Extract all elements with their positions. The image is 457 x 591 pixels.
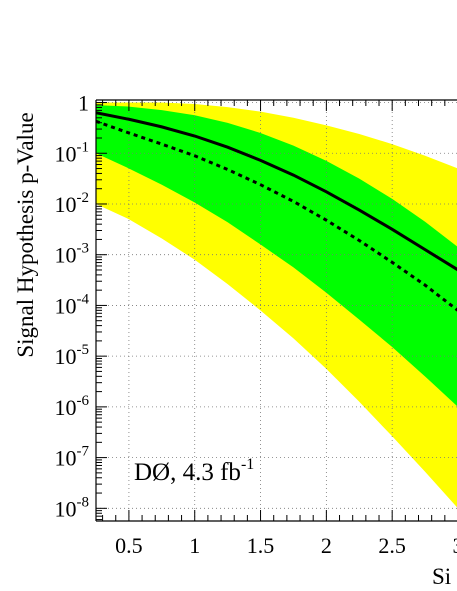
dotted-line: [96, 119, 457, 312]
y-tick-base: 10: [55, 293, 77, 318]
y-tick-exponent: -2: [77, 190, 90, 206]
y-tick-label: 10-3: [55, 241, 90, 268]
y-tick-exponent: -1: [77, 139, 90, 155]
x-tick-label: 3: [453, 533, 457, 558]
y-tick-base: 10: [55, 446, 77, 471]
y-tick-label: 1: [78, 91, 89, 116]
band-1sigma: [96, 105, 457, 406]
y-tick-label: 10-2: [55, 190, 90, 217]
y-tick-base: 10: [55, 141, 77, 166]
tick-labels: 0.511.522.53110-110-210-310-410-510-610-…: [55, 91, 457, 558]
uncertainty-bands: [96, 102, 457, 508]
annotation-main: DØ, 4.3 fb: [134, 459, 241, 486]
x-tick-label: 1.5: [247, 533, 275, 558]
y-tick-base: 1: [78, 91, 89, 116]
y-tick-exponent: -8: [77, 494, 90, 510]
axis-ticks: [96, 100, 446, 521]
y-tick-exponent: -5: [77, 342, 90, 358]
y-tick-label: 10-4: [55, 291, 90, 318]
x-axis-title-fragment: Si: [432, 564, 451, 589]
x-tick-label: 2: [321, 533, 332, 558]
y-tick-label: 10-6: [55, 393, 90, 420]
y-axis-title: Signal Hypothesis p-Value: [13, 112, 38, 357]
y-tick-exponent: -6: [77, 393, 90, 409]
y-tick-base: 10: [55, 496, 77, 521]
y-tick-label: 10-8: [55, 494, 90, 521]
y-tick-exponent: -7: [77, 444, 90, 460]
expectation-curves: [96, 111, 457, 312]
x-tick-label: 0.5: [115, 533, 143, 558]
y-tick-label: 10-7: [55, 444, 90, 471]
grid-lines: [96, 100, 457, 521]
experiment-annotation: DØ, 4.3 fb-1: [134, 456, 254, 486]
annotation-superscript: -1: [241, 456, 254, 473]
y-tick-base: 10: [55, 344, 77, 369]
y-tick-exponent: -4: [77, 291, 90, 307]
x-tick-label: 2.5: [378, 533, 406, 558]
y-tick-label: 10-5: [55, 342, 90, 369]
y-tick-label: 10-1: [55, 139, 90, 166]
solid-line: [96, 111, 457, 272]
y-tick-exponent: -3: [77, 241, 90, 257]
x-tick-label: 1: [189, 533, 200, 558]
y-tick-base: 10: [55, 192, 77, 217]
y-tick-base: 10: [55, 395, 77, 420]
y-tick-base: 10: [55, 243, 77, 268]
